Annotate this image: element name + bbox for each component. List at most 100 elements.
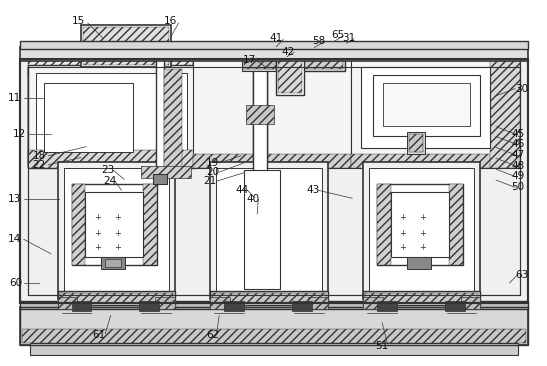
Polygon shape [28, 59, 193, 168]
Bar [28, 67, 520, 295]
Text: 51: 51 [375, 341, 389, 351]
Bar [246, 105, 274, 124]
Bar [276, 45, 304, 95]
Bar [82, 25, 171, 67]
Bar [63, 168, 169, 293]
Bar [193, 59, 351, 168]
Text: +: + [420, 229, 426, 238]
Text: 16: 16 [164, 16, 177, 26]
Bar [224, 301, 244, 311]
Bar [211, 291, 328, 305]
Text: 31: 31 [342, 33, 355, 43]
Text: 50: 50 [511, 182, 525, 193]
Bar [449, 184, 463, 265]
Text: 42: 42 [281, 46, 294, 56]
Bar [244, 170, 280, 289]
Bar [101, 257, 125, 269]
Bar [211, 297, 230, 309]
Bar [28, 67, 520, 295]
Text: +: + [94, 213, 101, 222]
Text: 45: 45 [511, 129, 525, 139]
Bar [308, 297, 328, 309]
Bar [445, 301, 464, 311]
Bar [20, 59, 528, 303]
Text: 19: 19 [206, 158, 219, 168]
Text: 58: 58 [312, 36, 325, 46]
Bar [211, 162, 328, 299]
Text: 65: 65 [331, 30, 344, 40]
Bar [377, 301, 397, 311]
Polygon shape [193, 59, 351, 168]
Text: 18: 18 [32, 151, 45, 161]
Text: 30: 30 [516, 83, 529, 94]
Text: +: + [399, 229, 406, 238]
Text: 63: 63 [515, 269, 529, 280]
Text: 62: 62 [206, 330, 219, 340]
Bar [28, 67, 147, 166]
Bar [363, 162, 480, 299]
Bar [28, 67, 520, 77]
Bar [105, 259, 121, 267]
Bar [363, 291, 480, 305]
Bar [20, 307, 528, 345]
Text: 12: 12 [13, 129, 26, 139]
Bar [28, 150, 195, 168]
Bar [36, 73, 187, 160]
Bar [383, 83, 470, 126]
Bar [153, 174, 167, 184]
Polygon shape [351, 59, 520, 168]
Text: 23: 23 [101, 165, 114, 175]
Text: 22: 22 [32, 160, 45, 170]
Bar [143, 184, 157, 265]
Text: 17: 17 [242, 55, 255, 64]
Text: 47: 47 [511, 150, 525, 160]
Bar [22, 329, 526, 343]
Bar [244, 51, 276, 69]
Bar [217, 168, 322, 293]
Text: +: + [399, 213, 406, 222]
Bar [193, 154, 351, 168]
Bar [85, 192, 143, 257]
Bar [20, 47, 528, 61]
Text: 46: 46 [511, 139, 525, 149]
Bar [351, 154, 520, 168]
Bar [490, 59, 520, 168]
Bar [84, 27, 169, 65]
Text: 48: 48 [511, 161, 525, 171]
Text: +: + [420, 243, 426, 252]
Bar [20, 301, 528, 309]
Bar [156, 57, 164, 176]
Bar [461, 297, 480, 309]
Bar [164, 69, 182, 168]
Text: +: + [114, 243, 121, 252]
Bar [212, 293, 325, 303]
Bar [407, 132, 425, 154]
Text: 49: 49 [511, 171, 525, 182]
Bar [141, 166, 191, 178]
Bar [155, 297, 174, 309]
Bar [20, 41, 528, 49]
Bar [72, 184, 85, 265]
Bar [373, 75, 480, 137]
Bar [139, 301, 159, 311]
Text: 24: 24 [103, 176, 116, 186]
Text: 43: 43 [306, 185, 319, 195]
Text: +: + [114, 213, 121, 222]
Bar [407, 257, 431, 269]
Bar [72, 184, 157, 265]
Bar [278, 47, 302, 93]
Text: 40: 40 [246, 194, 259, 204]
Bar [377, 184, 391, 265]
Bar [362, 67, 490, 148]
Text: +: + [114, 229, 121, 238]
Text: +: + [420, 213, 426, 222]
Bar [20, 59, 528, 303]
Text: 13: 13 [8, 194, 21, 204]
Bar [57, 162, 174, 299]
Bar [377, 184, 463, 265]
Bar [399, 67, 520, 166]
Bar [44, 83, 133, 152]
Text: 14: 14 [8, 234, 21, 244]
Text: 20: 20 [206, 167, 219, 177]
Bar [363, 297, 383, 309]
